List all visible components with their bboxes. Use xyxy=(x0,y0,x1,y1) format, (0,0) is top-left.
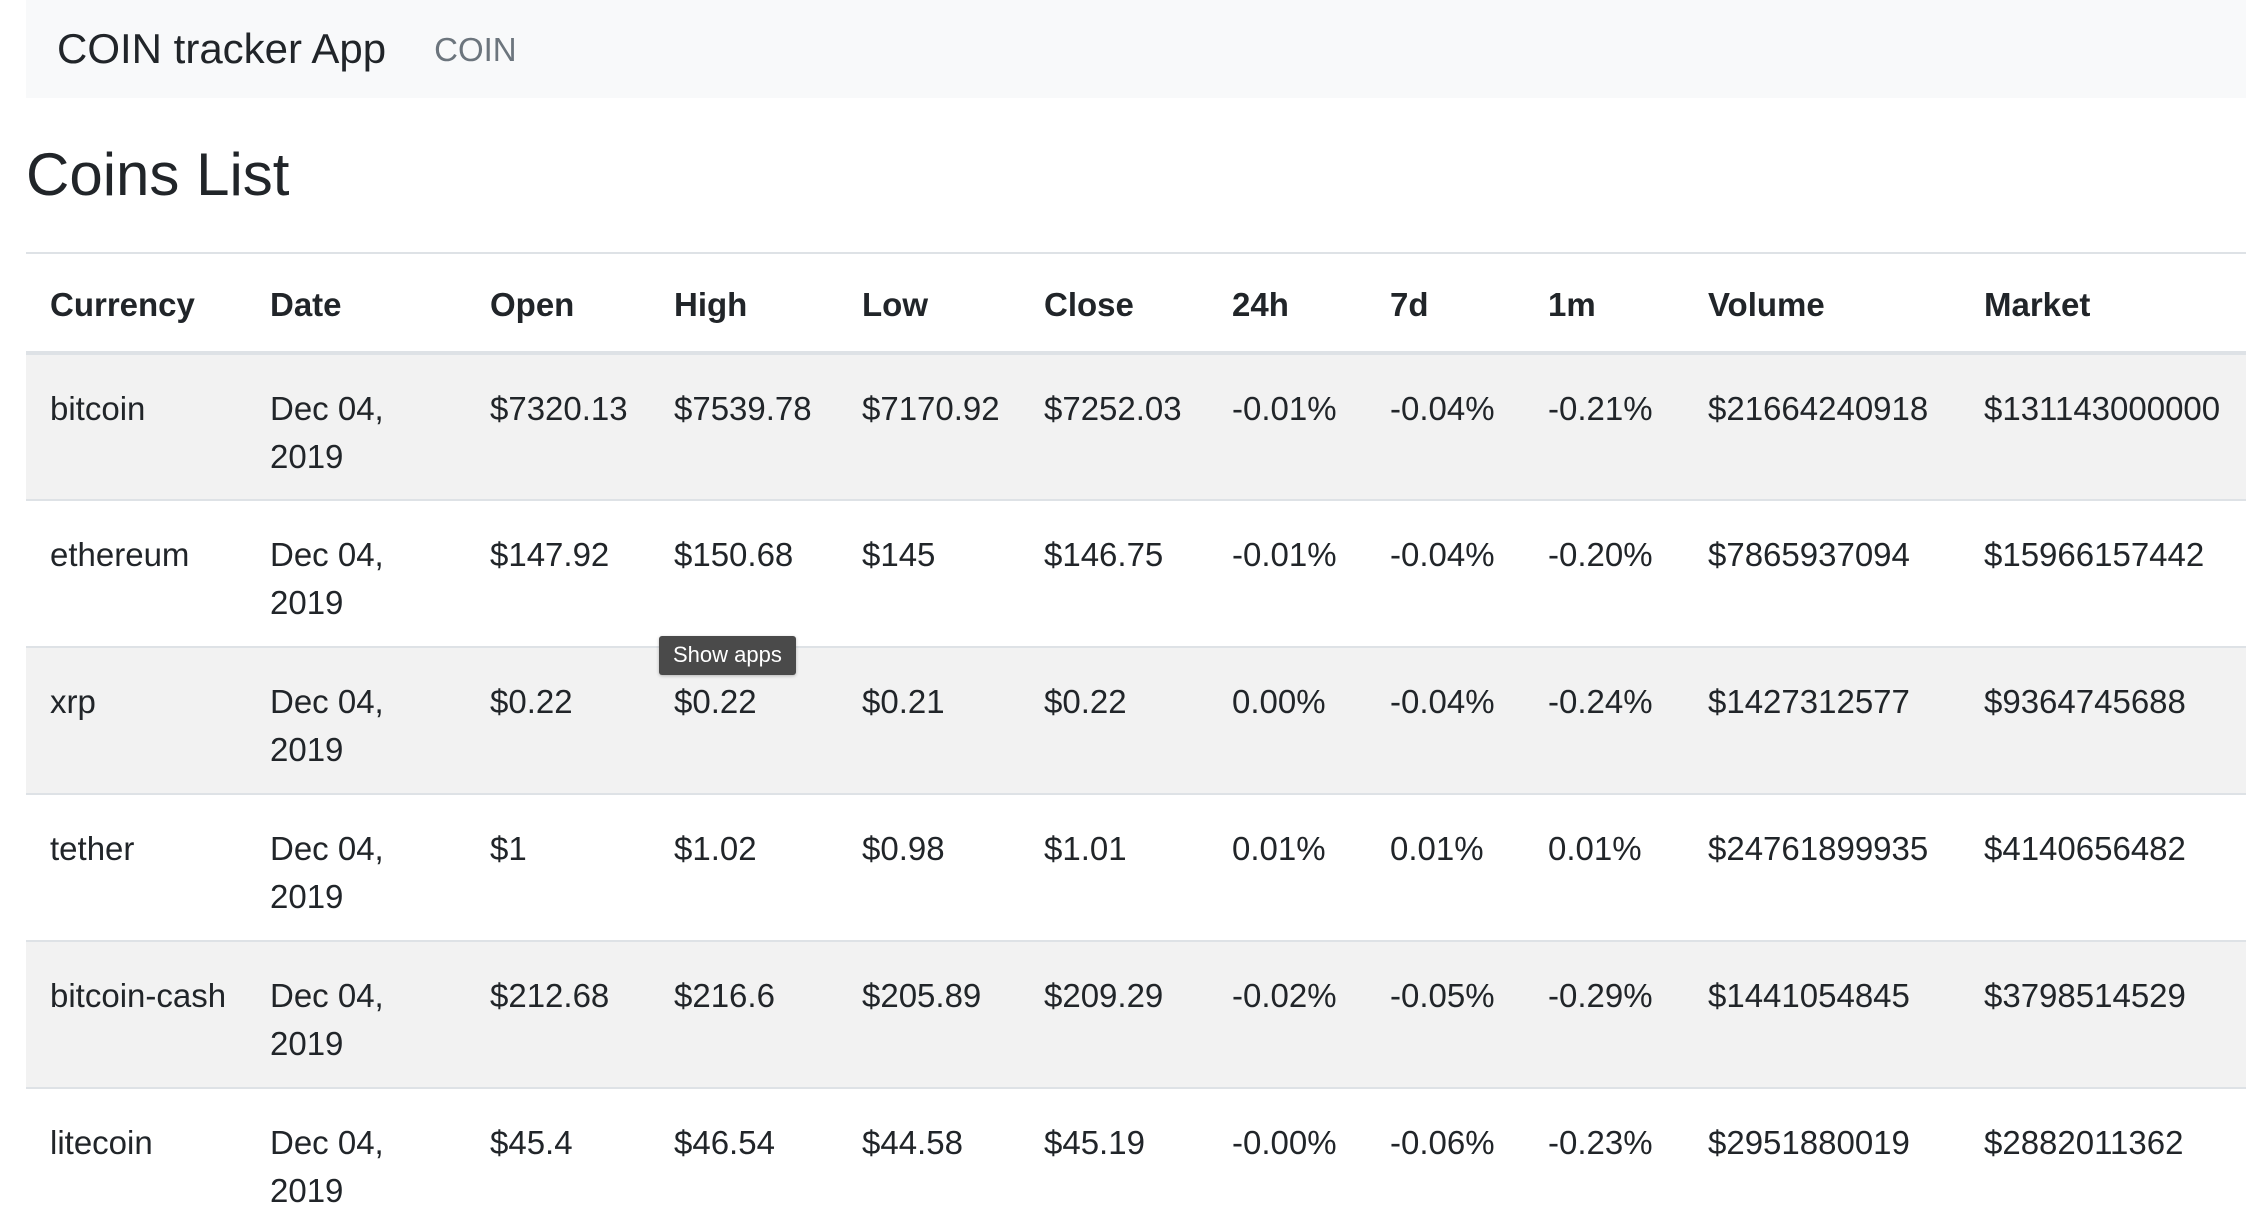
cell-high: $7539.78 xyxy=(650,352,838,500)
cell-currency: litecoin xyxy=(26,1087,246,1206)
cell-market: $2882011362 xyxy=(1960,1087,2246,1206)
column-header-7d: 7d xyxy=(1366,252,1524,355)
cell-market: $4140656482 xyxy=(1960,793,2246,941)
cell-open: $0.22 xyxy=(466,646,650,794)
column-header-open: Open xyxy=(466,252,650,355)
cell-date: Dec 04, 2019 xyxy=(246,1087,466,1206)
column-header-market: Market xyxy=(1960,252,2246,355)
cell-high: $1.02 xyxy=(650,793,838,941)
cell-high: $216.6 xyxy=(650,940,838,1088)
column-header-high: High xyxy=(650,252,838,355)
column-header-24h: 24h xyxy=(1208,252,1366,355)
cell-date: Dec 04, 2019 xyxy=(246,352,466,500)
cell-date: Dec 04, 2019 xyxy=(246,940,466,1088)
cell-close: $209.29 xyxy=(1020,940,1208,1088)
cell-high: $150.68 xyxy=(650,499,838,647)
nav-link-coin[interactable]: COIN xyxy=(434,30,517,68)
cell-low: $205.89 xyxy=(838,940,1020,1088)
cell-24h: -0.00% xyxy=(1208,1087,1366,1206)
cell-market: $9364745688 xyxy=(1960,646,2246,794)
table-row: bitcoin Dec 04, 2019 $7320.13 $7539.78 $… xyxy=(26,352,2246,500)
cell-date: Dec 04, 2019 xyxy=(246,793,466,941)
cell-close: $0.22 xyxy=(1020,646,1208,794)
cell-volume: $2951880019 xyxy=(1684,1087,1960,1206)
cell-1m: -0.24% xyxy=(1524,646,1684,794)
cell-7d: -0.06% xyxy=(1366,1087,1524,1206)
coins-table: Currency Date Open High Low Close 24h 7d… xyxy=(26,252,2246,1206)
cell-market: $3798514529 xyxy=(1960,940,2246,1088)
cell-24h: 0.00% xyxy=(1208,646,1366,794)
cell-market: $131143000000 xyxy=(1960,352,2246,500)
cell-low: $44.58 xyxy=(838,1087,1020,1206)
navbar-brand[interactable]: COIN tracker App xyxy=(57,25,387,72)
table-row: xrp Dec 04, 2019 $0.22 $0.22 $0.21 $0.22… xyxy=(26,646,2246,794)
cell-currency: bitcoin xyxy=(26,352,246,500)
page-title: Coins List xyxy=(26,141,290,208)
cell-open: $7320.13 xyxy=(466,352,650,500)
cell-low: $0.21 xyxy=(838,646,1020,794)
cell-open: $45.4 xyxy=(466,1087,650,1206)
column-header-close: Close xyxy=(1020,252,1208,355)
cell-close: $1.01 xyxy=(1020,793,1208,941)
cell-7d: 0.01% xyxy=(1366,793,1524,941)
cell-date: Dec 04, 2019 xyxy=(246,499,466,647)
table-row: ethereum Dec 04, 2019 $147.92 $150.68 $1… xyxy=(26,499,2246,647)
cell-24h: -0.01% xyxy=(1208,352,1366,500)
table-row: litecoin Dec 04, 2019 $45.4 $46.54 $44.5… xyxy=(26,1087,2246,1206)
cell-currency: xrp xyxy=(26,646,246,794)
cell-market: $15966157442 xyxy=(1960,499,2246,647)
cell-currency: ethereum xyxy=(26,499,246,647)
cell-24h: -0.02% xyxy=(1208,940,1366,1088)
cell-24h: 0.01% xyxy=(1208,793,1366,941)
coins-table-wrapper: Currency Date Open High Low Close 24h 7d… xyxy=(26,252,2246,1206)
cell-low: $7170.92 xyxy=(838,352,1020,500)
cell-low: $0.98 xyxy=(838,793,1020,941)
table-row: bitcoin-cash Dec 04, 2019 $212.68 $216.6… xyxy=(26,940,2246,1088)
cell-volume: $24761899935 xyxy=(1684,793,1960,941)
column-header-low: Low xyxy=(838,252,1020,355)
cell-volume: $1427312577 xyxy=(1684,646,1960,794)
cell-24h: -0.01% xyxy=(1208,499,1366,647)
cell-date: Dec 04, 2019 xyxy=(246,646,466,794)
cell-open: $212.68 xyxy=(466,940,650,1088)
cell-7d: -0.04% xyxy=(1366,646,1524,794)
cell-volume: $1441054845 xyxy=(1684,940,1960,1088)
cell-7d: -0.04% xyxy=(1366,499,1524,647)
column-header-1m: 1m xyxy=(1524,252,1684,355)
cell-1m: 0.01% xyxy=(1524,793,1684,941)
cell-open: $147.92 xyxy=(466,499,650,647)
table-row: tether Dec 04, 2019 $1 $1.02 $0.98 $1.01… xyxy=(26,793,2246,941)
cell-7d: -0.04% xyxy=(1366,352,1524,500)
cell-volume: $21664240918 xyxy=(1684,352,1960,500)
cell-close: $7252.03 xyxy=(1020,352,1208,500)
navbar: COIN tracker App COIN xyxy=(26,0,2246,98)
column-header-currency: Currency xyxy=(26,252,246,355)
cell-1m: -0.29% xyxy=(1524,940,1684,1088)
cell-1m: -0.23% xyxy=(1524,1087,1684,1206)
cell-currency: bitcoin-cash xyxy=(26,940,246,1088)
cell-low: $145 xyxy=(838,499,1020,647)
show-apps-tooltip: Show apps xyxy=(659,636,796,675)
column-header-volume: Volume xyxy=(1684,252,1960,355)
column-header-date: Date xyxy=(246,252,466,355)
cell-close: $45.19 xyxy=(1020,1087,1208,1206)
cell-currency: tether xyxy=(26,793,246,941)
cell-open: $1 xyxy=(466,793,650,941)
cell-close: $146.75 xyxy=(1020,499,1208,647)
table-header-row: Currency Date Open High Low Close 24h 7d… xyxy=(26,252,2246,355)
cell-1m: -0.20% xyxy=(1524,499,1684,647)
cell-1m: -0.21% xyxy=(1524,352,1684,500)
cell-high: $46.54 xyxy=(650,1087,838,1206)
cell-volume: $7865937094 xyxy=(1684,499,1960,647)
cell-7d: -0.05% xyxy=(1366,940,1524,1088)
